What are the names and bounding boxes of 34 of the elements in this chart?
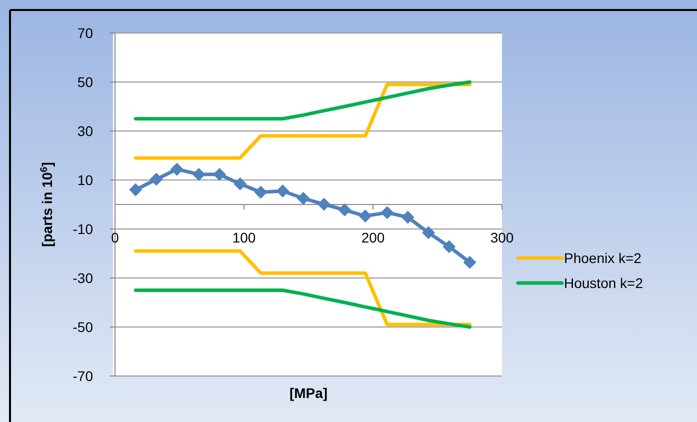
legend-label: Phoenix k=2 bbox=[564, 250, 642, 266]
x-tick-label: 300 bbox=[490, 229, 514, 246]
point bbox=[212, 168, 226, 181]
y-tick-label: 30 bbox=[77, 122, 94, 139]
y-tick-label: 50 bbox=[77, 74, 94, 90]
y-tick-label: 70 bbox=[77, 24, 94, 41]
x-tick-label: 200 bbox=[361, 229, 385, 246]
line-series bbox=[134, 80, 472, 120]
point bbox=[442, 240, 456, 254]
point bbox=[358, 210, 372, 223]
line-series bbox=[134, 288, 472, 329]
point bbox=[422, 226, 435, 240]
point bbox=[463, 256, 476, 269]
y-tick-label: -10 bbox=[72, 220, 94, 237]
x-tick-label: 0 bbox=[111, 229, 120, 246]
x-tick-label: 100 bbox=[232, 229, 256, 246]
y-tick-label: -70 bbox=[72, 368, 94, 384]
x-axis-title: [MPa] bbox=[289, 385, 328, 401]
point bbox=[234, 177, 247, 190]
y-tick-label: 10 bbox=[77, 172, 94, 188]
point bbox=[276, 184, 290, 198]
point bbox=[150, 172, 163, 186]
point bbox=[254, 186, 268, 199]
point bbox=[401, 210, 414, 224]
point bbox=[380, 206, 394, 220]
point bbox=[192, 168, 206, 181]
point bbox=[129, 183, 142, 196]
point bbox=[317, 198, 330, 211]
point bbox=[338, 203, 352, 216]
y-tick-label: -30 bbox=[72, 270, 94, 286]
legend-label: Houston k=2 bbox=[564, 274, 644, 291]
point bbox=[296, 192, 310, 205]
point bbox=[170, 162, 184, 176]
y-tick-label: -50 bbox=[72, 318, 94, 335]
